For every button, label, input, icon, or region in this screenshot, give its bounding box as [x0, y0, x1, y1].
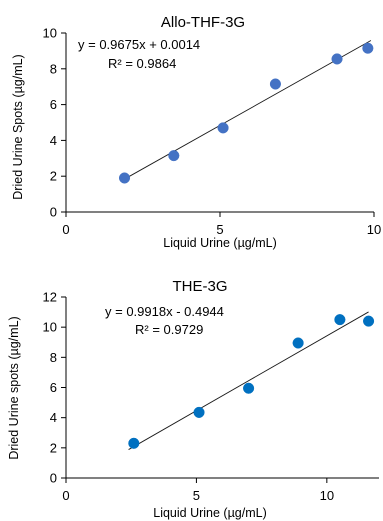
x-tick-label: 0: [62, 488, 69, 503]
x-tick-label: 0: [62, 222, 69, 237]
x-axis-label: Liquid Urine (µg/mL): [153, 506, 267, 520]
x-axis-label: Liquid Urine (µg/mL): [163, 236, 277, 250]
data-point: [334, 314, 346, 326]
r-squared-label: R² = 0.9729: [135, 322, 203, 337]
x-tick-label: 5: [216, 222, 223, 237]
trendline: [124, 40, 372, 180]
y-tick-label: 0: [50, 471, 57, 486]
y-tick-label: 4: [50, 133, 57, 148]
r-squared-label: R² = 0.9864: [108, 56, 176, 71]
data-point: [217, 122, 229, 134]
y-tick-label: 6: [50, 97, 57, 112]
y-tick-label: 10: [43, 320, 57, 335]
trendline-equation: y = 0.9918x - 0.4944: [105, 304, 224, 319]
y-axis-label: Dried Urine spots (µg/mL): [7, 316, 21, 459]
data-point: [269, 78, 281, 90]
data-point: [193, 406, 205, 418]
chart-title: THE-3G: [172, 278, 227, 295]
y-tick-label: 2: [50, 440, 57, 455]
y-tick-label: 2: [50, 169, 57, 184]
chart-title: Allo-THF-3G: [161, 14, 245, 31]
data-point: [128, 437, 140, 449]
data-point: [243, 382, 255, 394]
data-point: [362, 42, 374, 54]
data-point: [363, 315, 375, 327]
x-tick-label: 10: [367, 222, 381, 237]
y-tick-label: 8: [50, 61, 57, 76]
y-tick-label: 6: [50, 380, 57, 395]
y-tick-label: 12: [43, 290, 57, 305]
x-tick-label: 5: [193, 488, 200, 503]
y-tick-label: 8: [50, 350, 57, 365]
allo-thf-3g-chart: 0 2 4 6 8 10 0 5 10 Allo-THF-3G y = 0.9675x + 0.00…: [11, 14, 381, 250]
data-point: [292, 337, 304, 349]
data-point: [168, 150, 180, 162]
y-tick-label: 10: [43, 26, 57, 41]
y-axis-label: Dried Urine Spots (µg/mL): [11, 54, 25, 199]
trendline: [128, 311, 369, 450]
data-point: [331, 53, 343, 65]
y-tick-label: 4: [50, 410, 57, 425]
data-point: [118, 172, 131, 184]
y-tick-label: 0: [50, 205, 57, 220]
x-tick-label: 10: [320, 488, 334, 503]
the-3g-chart: 0 2 4 6 8 10 12 0 5 10 THE-3G y = 0.9918x - 0.4944 R…: [7, 278, 379, 520]
trendline-equation: y = 0.9675x + 0.0014: [78, 37, 200, 52]
